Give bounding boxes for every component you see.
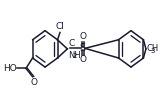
Text: Cl: Cl (56, 22, 65, 31)
Text: HO: HO (3, 64, 17, 73)
Text: C: C (68, 39, 74, 48)
Text: O: O (79, 55, 87, 64)
Text: NH: NH (68, 51, 81, 61)
Text: O: O (30, 78, 37, 87)
Text: S: S (80, 43, 86, 53)
Text: 2: 2 (72, 53, 77, 59)
Text: O: O (79, 32, 87, 41)
Text: 3: 3 (151, 48, 155, 54)
Text: CH: CH (147, 44, 159, 53)
